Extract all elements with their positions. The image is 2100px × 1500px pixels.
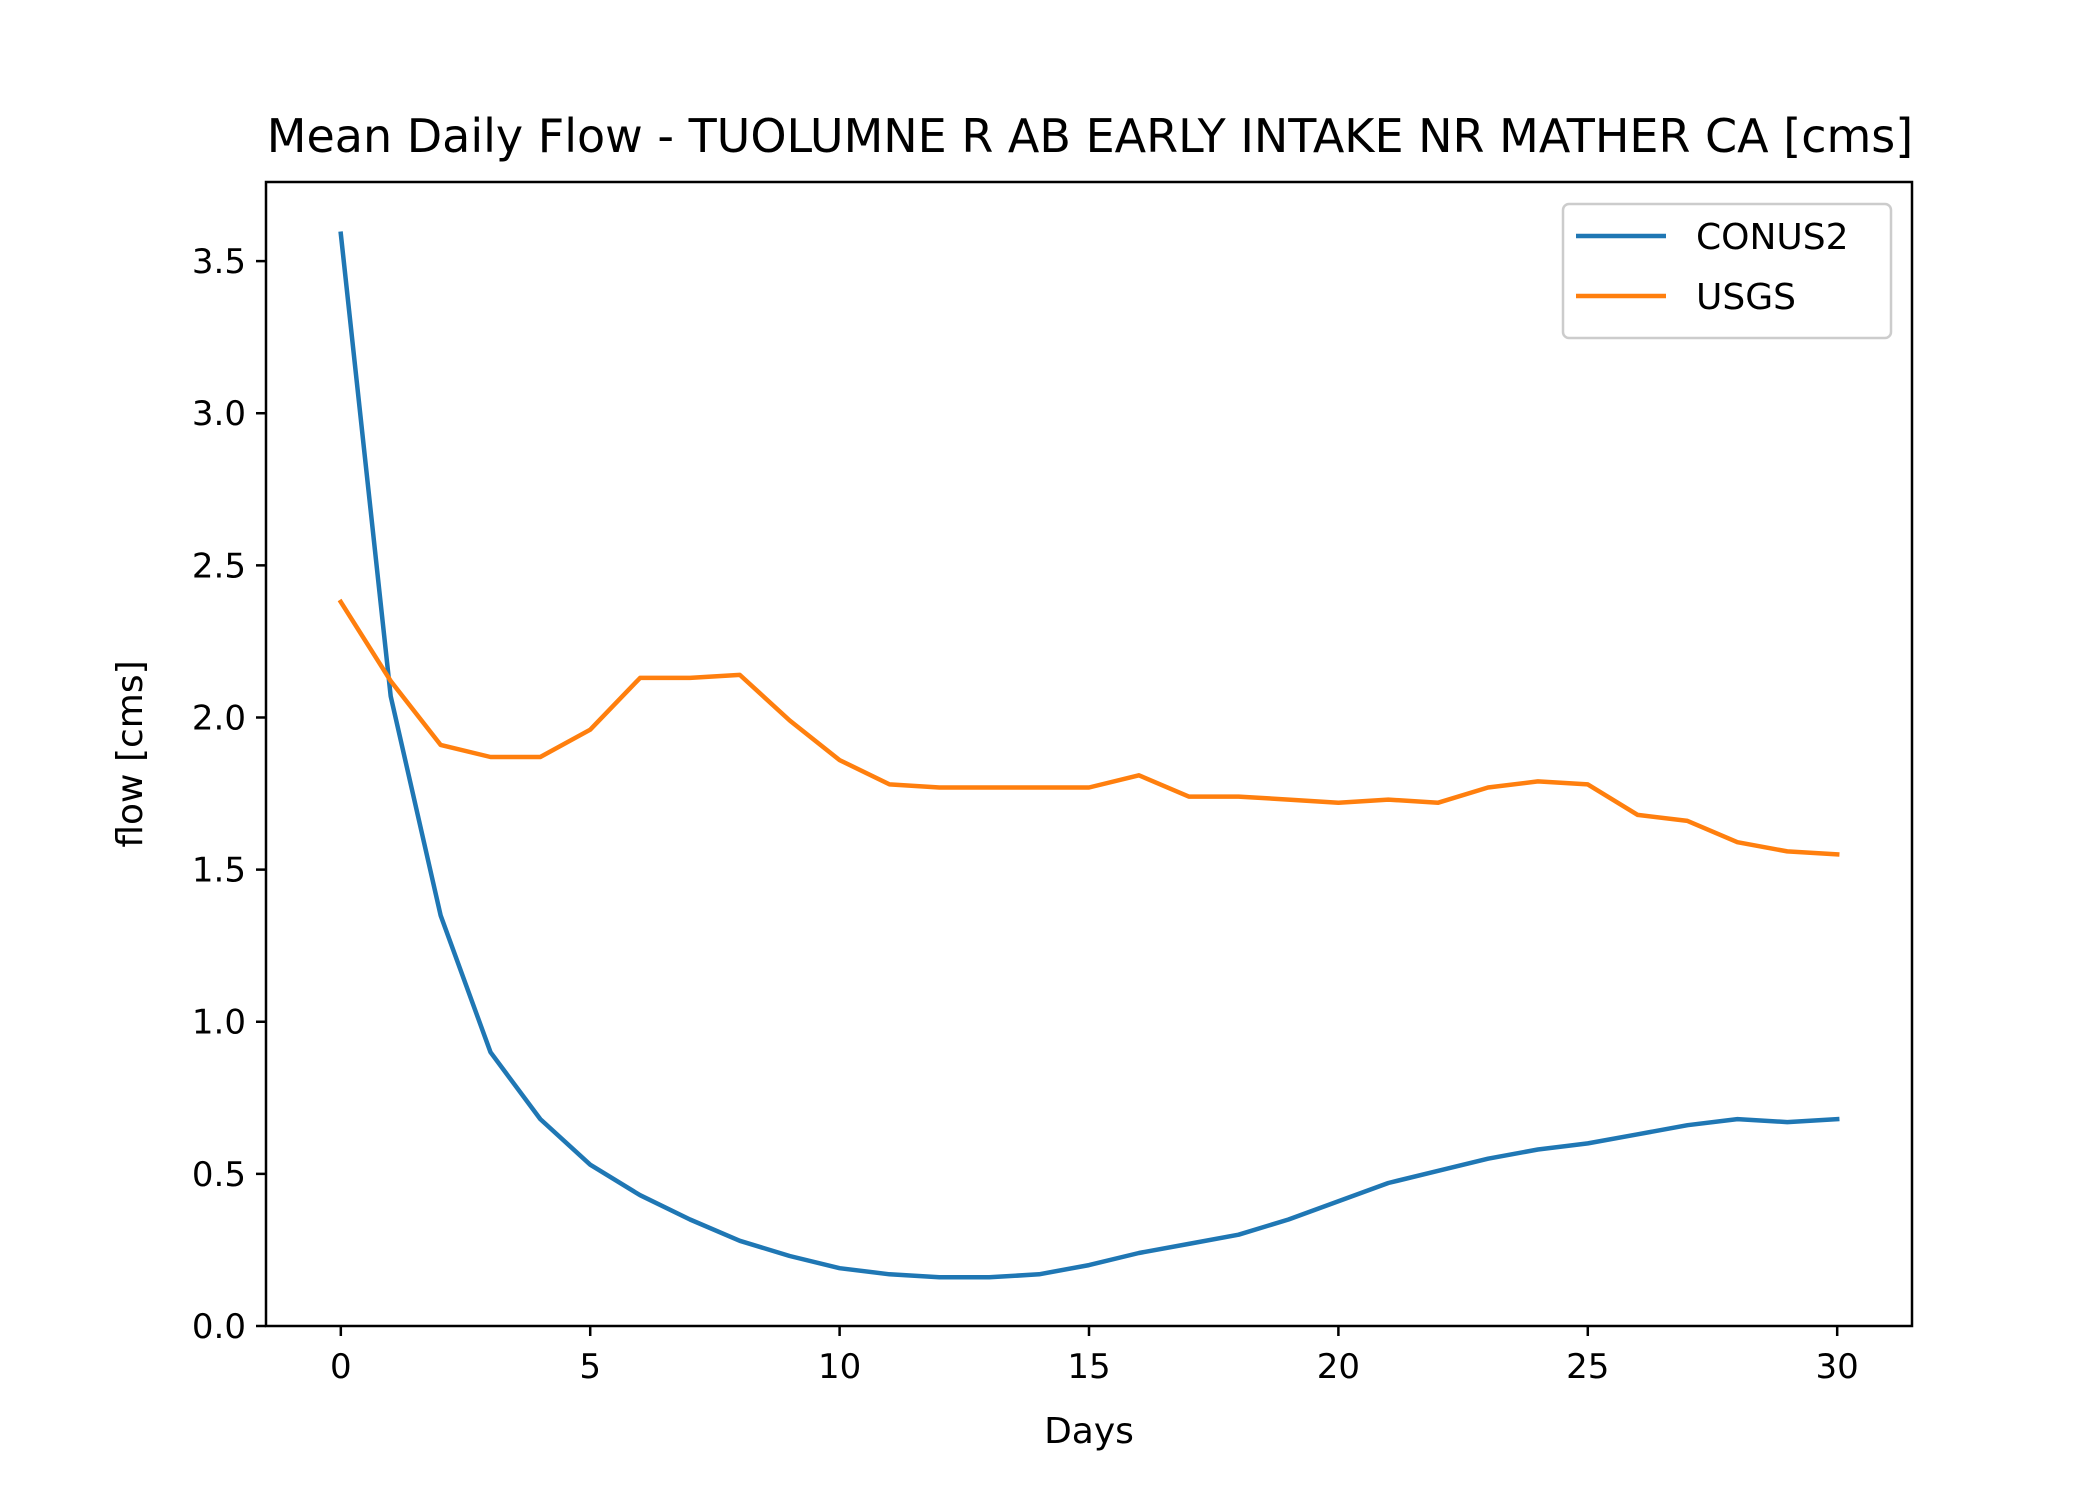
x-tick-label: 15 [1067, 1347, 1110, 1387]
y-tick-label: 0.5 [192, 1155, 246, 1195]
y-tick-label: 2.0 [192, 698, 246, 738]
x-tick-label: 10 [818, 1347, 861, 1387]
y-axis-label: flow [cms] [110, 660, 151, 847]
chart-title: Mean Daily Flow - TUOLUMNE R AB EARLY IN… [267, 109, 1913, 163]
legend-label-usgs: USGS [1696, 277, 1796, 318]
x-axis-ticks: 0 5 10 15 20 25 30 [330, 1326, 1859, 1387]
y-tick-label: 1.5 [192, 851, 246, 891]
y-tick-label: 1.0 [192, 1003, 246, 1043]
x-tick-label: 20 [1317, 1347, 1360, 1387]
legend-label-conus2: CONUS2 [1696, 217, 1849, 258]
y-tick-label: 3.0 [192, 394, 246, 434]
x-tick-label: 5 [579, 1347, 601, 1387]
x-tick-label: 0 [330, 1347, 352, 1387]
y-tick-label: 0.0 [192, 1307, 246, 1347]
x-axis-label: Days [1044, 1411, 1134, 1452]
series-line-conus2 [338, 231, 1840, 1280]
legend: CONUS2 USGS [1561, 202, 1893, 340]
y-axis-ticks: 0.0 0.5 1.0 1.5 2.0 2.5 3.0 3.5 [192, 242, 266, 1347]
plot-area [337, 231, 1840, 1280]
y-tick-label: 2.5 [192, 546, 246, 586]
series-line-usgs [337, 598, 1840, 857]
x-tick-label: 25 [1566, 1347, 1609, 1387]
y-tick-label: 3.5 [192, 242, 246, 282]
x-tick-label: 30 [1816, 1347, 1859, 1387]
axes-frame [264, 180, 1914, 1328]
